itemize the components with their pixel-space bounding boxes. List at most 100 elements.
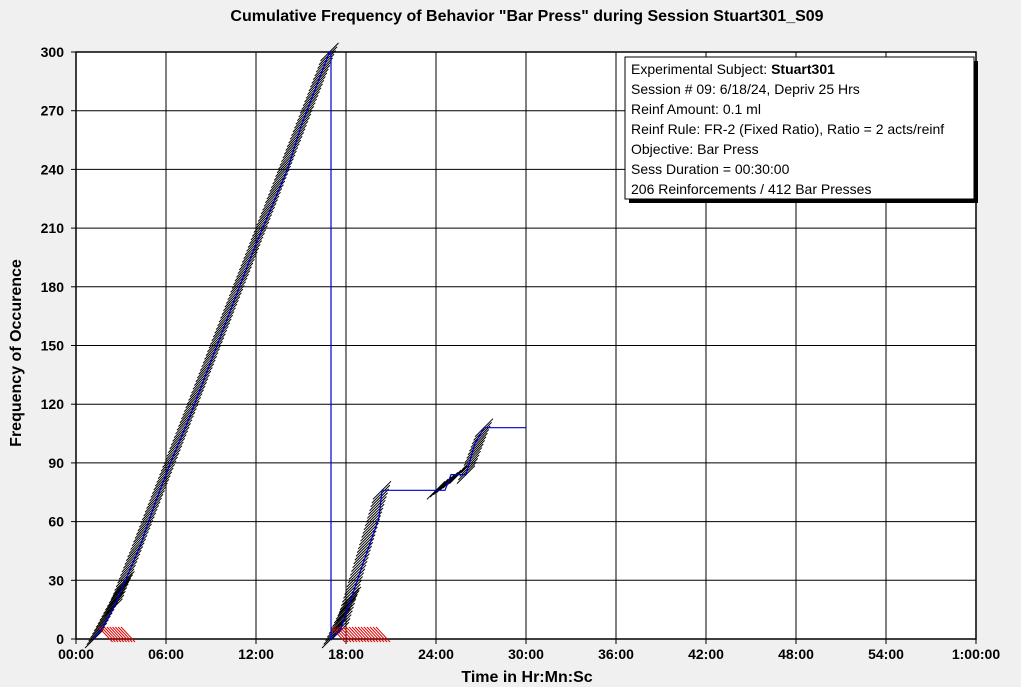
y-tick-label: 90 [48,455,64,471]
response-mark [352,549,371,569]
response-mark [254,210,274,230]
response-mark [150,478,170,498]
response-mark [149,482,168,502]
response-mark [202,344,222,364]
response-mark [256,206,276,226]
response-mark [243,240,263,260]
response-mark [228,277,248,297]
response-mark [285,132,305,151]
x-tick-label: 42:00 [688,646,724,662]
reinforcement-mark [348,626,364,643]
response-mark [253,214,273,233]
response-mark [154,467,174,487]
response-mark [351,553,370,572]
info-line: 206 Reinforcements / 412 Bar Presses [631,181,871,197]
reinforcement-mark [375,626,391,643]
response-mark [182,396,202,416]
y-tick-label: 270 [41,103,65,119]
x-tick-label: 30:00 [508,646,544,662]
response-mark [338,595,358,614]
response-mark [176,411,196,431]
response-mark [464,443,484,463]
response-mark [366,499,386,519]
reinforcement-mark [357,626,373,643]
y-tick-label: 180 [41,279,65,295]
reinforcement-mark [112,626,127,643]
x-tick-label: 18:00 [328,646,364,662]
reinforcement-mark [330,626,346,643]
response-mark [345,572,365,592]
response-mark [214,314,234,334]
response-mark [134,520,154,539]
y-tick-label: 210 [41,220,65,236]
response-mark [289,120,309,140]
response-mark [130,531,149,550]
response-mark [128,534,148,554]
response-mark [196,359,216,379]
response-mark [365,503,385,523]
reinforcement-mark [351,626,367,643]
response-mark [153,471,173,491]
response-mark [199,352,219,371]
info-line-label: 206 Reinforcements / 412 Bar Presses [631,181,871,197]
response-mark [105,591,124,611]
response-mark [467,436,487,456]
response-mark [230,273,249,293]
response-mark [169,430,189,450]
response-mark [209,326,229,345]
y-tick-label: 150 [41,338,65,354]
response-mark [263,188,283,207]
info-line-label: Sess Duration = 00:30:00 [631,161,790,177]
reinforcement-mark [360,626,376,643]
response-mark [326,618,346,638]
x-tick-label: 12:00 [238,646,274,662]
x-tick-label: 36:00 [598,646,634,662]
response-mark [191,374,210,394]
response-mark [147,486,167,506]
y-tick-label: 30 [48,572,64,588]
response-mark [436,474,455,493]
response-mark [260,195,280,215]
response-mark [117,564,136,584]
info-line-value: Stuart301 [771,61,835,77]
response-mark [282,139,302,159]
response-mark [332,608,351,627]
response-mark [115,568,135,588]
response-mark [151,475,171,494]
response-mark [262,191,281,211]
response-mark [337,597,357,617]
response-mark [160,452,180,472]
response-mark [180,400,200,420]
response-mark [114,572,134,591]
reinforcement-mark [366,626,382,643]
info-line-label: Experimental Subject: [631,61,771,77]
response-mark [112,577,132,597]
response-mark [276,154,296,174]
response-mark [121,553,141,573]
response-mark [244,236,264,256]
response-mark [466,440,486,459]
x-tick-label: 06:00 [148,646,184,662]
response-mark [337,598,357,618]
response-mark [237,255,257,274]
response-mark [189,378,209,398]
response-mark [283,135,303,155]
response-mark [471,425,491,445]
response-mark [349,557,369,576]
response-mark [178,408,197,427]
response-mark [112,575,132,595]
response-mark [335,606,354,626]
reinforcement-mark [372,626,388,643]
response-mark [339,591,359,611]
response-mark [247,229,267,248]
response-marks [84,42,494,649]
y-axis-label: Frequency of Occurence [8,259,25,447]
y-tick-label: 0 [56,631,64,647]
response-mark [201,348,220,368]
response-mark [183,393,203,412]
reinforcement-mark [354,626,370,643]
response-mark [165,441,184,461]
reinforcement-mark [339,626,355,643]
response-mark [207,333,226,353]
